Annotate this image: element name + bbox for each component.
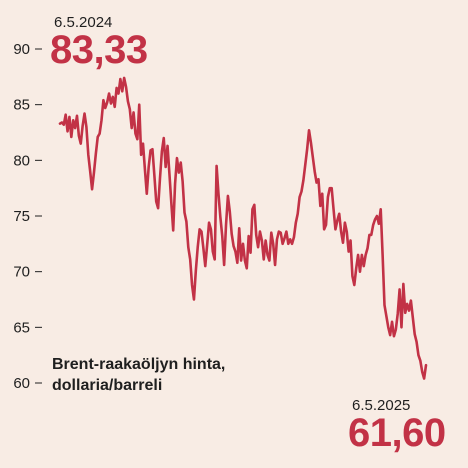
- series-layer: [58, 76, 428, 380]
- y-tick-label: 65: [13, 319, 30, 336]
- y-axis: 60 65 70 75 80 85 90: [13, 41, 42, 392]
- y-tick-label: 70: [13, 264, 30, 281]
- y-tick-label: 60: [13, 375, 30, 392]
- start-value-label: 83,33: [50, 28, 148, 72]
- y-tick-label: 85: [13, 97, 30, 114]
- caption-line-1: Brent-raakaöljyn hinta,: [52, 356, 226, 373]
- end-value-label: 61,60: [348, 411, 446, 455]
- chart-caption: Brent-raakaöljyn hinta, dollaria/barreli: [52, 354, 225, 396]
- y-tick-label: 75: [13, 208, 30, 225]
- start-date-label: 6.5.2024: [54, 14, 113, 31]
- series-line: [58, 76, 428, 380]
- y-tick-label: 80: [13, 152, 30, 169]
- end-date-label: 6.5.2025: [352, 397, 411, 414]
- y-tick-label: 90: [13, 41, 30, 58]
- caption-line-2: dollaria/barreli: [52, 377, 163, 394]
